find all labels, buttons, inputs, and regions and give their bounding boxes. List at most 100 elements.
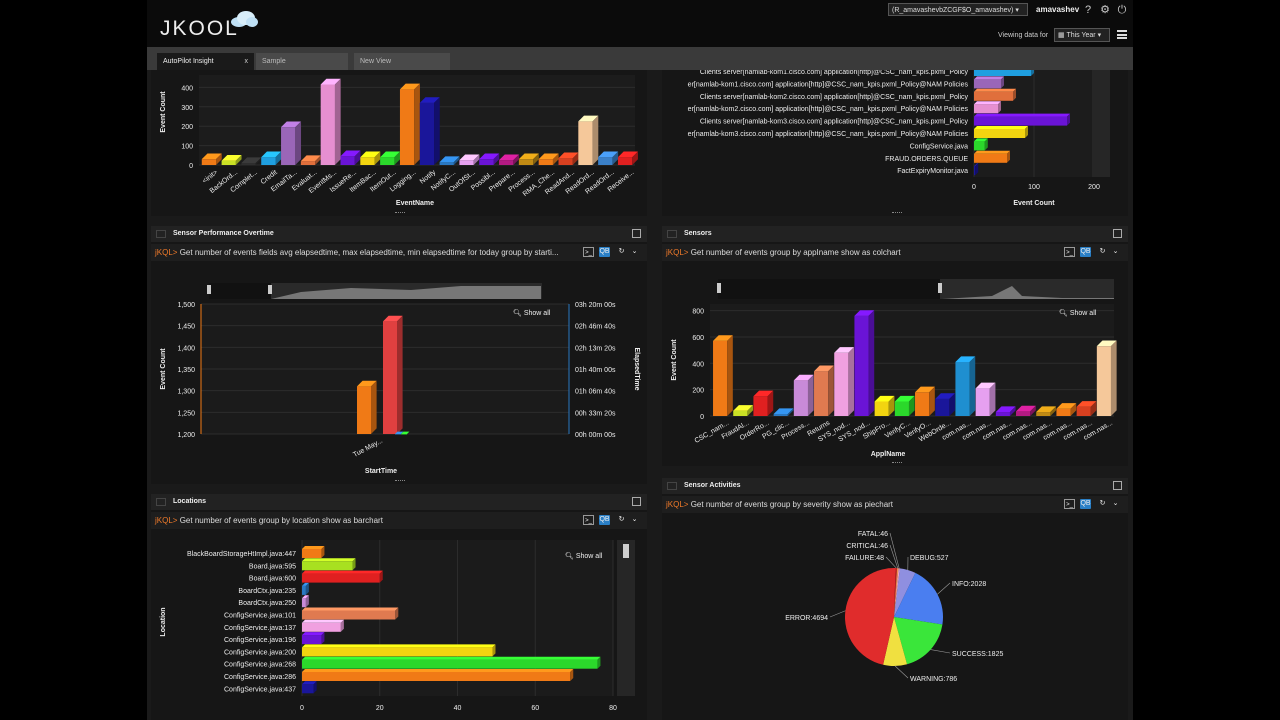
resize-handle[interactable] (892, 212, 902, 216)
panel-title: Sensor Performance Overtime (173, 230, 274, 237)
tab-autopilot-insight[interactable]: AutoPilot Insight x (157, 53, 254, 70)
chevron-down-icon[interactable]: ⌄ (1112, 248, 1119, 255)
bar (598, 151, 619, 165)
account-select[interactable]: (R_amavashevbZCGF$O_amavashev) ▾ (888, 3, 1028, 16)
bar (974, 163, 979, 176)
query-text[interactable]: jKQL> Get number of events group by loca… (155, 516, 383, 525)
resize-handle[interactable] (395, 480, 405, 484)
pie-slice (894, 568, 899, 617)
query-builder-icon[interactable]: QB (599, 247, 610, 257)
expand-icon[interactable] (632, 229, 641, 238)
bar (320, 78, 341, 165)
user-name[interactable]: amavashev (1036, 5, 1080, 14)
resize-handle[interactable] (892, 462, 902, 466)
terminal-icon[interactable]: >_ (1064, 247, 1075, 257)
show-all-button[interactable]: 🔍︎ Show all (565, 553, 603, 560)
show-all-button[interactable]: 🔍︎ Show all (513, 310, 551, 317)
locations-chart: 0 20 40 60 80 BlackBoardStorageHtImpl.java:44… (160, 540, 635, 712)
y-tick-label: er[namlab-kom2.cisco.com] application[ht… (688, 106, 969, 113)
bar (300, 155, 321, 165)
tab-sample[interactable]: Sample (256, 53, 348, 70)
period-select[interactable]: ▦ This Year ▾ (1054, 28, 1110, 42)
bar (419, 97, 440, 165)
pie-slice (894, 568, 898, 617)
y-tick-label: ConfigService.java:137 (224, 625, 296, 632)
y-tick-label: 1,350 (177, 367, 195, 374)
expand-icon[interactable] (1113, 229, 1122, 238)
tab-label: Sample (262, 58, 286, 65)
bar (302, 619, 344, 632)
navigator-handle (268, 285, 272, 294)
x-tick-label: 0 (300, 705, 304, 712)
query-builder-icon[interactable]: QB (1080, 247, 1091, 257)
bar (302, 681, 317, 694)
bar (302, 558, 356, 571)
leader-line (937, 582, 951, 595)
top-bar: JKOOL (R_amavashevbZCGF$O_amavashev) ▾ a… (147, 0, 1133, 47)
resize-handle[interactable] (395, 212, 405, 216)
x-axis-label: Event Count (1013, 200, 1055, 207)
bar (955, 356, 976, 416)
bar (459, 154, 480, 165)
slice-label: CRITICAL:46 (846, 543, 888, 550)
bar (935, 393, 956, 416)
bar (221, 155, 242, 165)
clients-chart: 0 100 200 Clients server[namlab-kom1.cisco.… (688, 70, 1110, 207)
expand-icon[interactable] (1113, 481, 1122, 490)
bar (518, 153, 539, 165)
minimize-button[interactable] (667, 482, 677, 490)
bar (793, 374, 814, 416)
power-icon[interactable]: ⏻ (1117, 4, 1127, 16)
x-tick-label: 80 (609, 705, 617, 712)
bar (302, 546, 325, 558)
leader-line (889, 544, 899, 569)
navigator-series (271, 286, 541, 299)
bar (1056, 403, 1077, 416)
bar (854, 310, 875, 416)
gear-icon[interactable]: ⚙ (1100, 4, 1110, 16)
app-logo[interactable]: JKOOL (160, 17, 239, 40)
close-tab-icon[interactable]: x (244, 58, 249, 65)
query-builder-icon[interactable]: QB (599, 515, 610, 525)
pie-slice (894, 568, 916, 617)
refresh-icon[interactable]: ↻ (618, 248, 625, 255)
minimize-button[interactable] (667, 230, 677, 238)
show-all-button[interactable]: 🔍︎ Show all (1059, 310, 1097, 317)
query-builder-icon[interactable]: QB (1080, 499, 1091, 509)
scrollbar-thumb (623, 544, 629, 558)
y2-tick-label: 02h 46m 40s (575, 324, 616, 331)
x-axis-label: EventName (396, 200, 434, 207)
y-tick-label: ConfigService.java:101 (224, 613, 296, 620)
help-icon[interactable]: ? (1084, 4, 1092, 16)
hamburger-menu-icon[interactable] (1117, 30, 1127, 39)
chevron-down-icon[interactable]: ⌄ (631, 248, 638, 255)
y-tick-label: Board.java:595 (249, 563, 296, 570)
x-tick-label: 40 (454, 705, 462, 712)
navigator-selection (718, 279, 940, 299)
refresh-icon[interactable]: ↻ (1099, 500, 1106, 507)
panel-header: Sensor Activities (662, 478, 1128, 494)
terminal-icon[interactable]: >_ (583, 515, 594, 525)
refresh-icon[interactable]: ↻ (618, 516, 625, 523)
query-text[interactable]: jKQL> Get number of events fields avg el… (155, 248, 559, 257)
leader-line (930, 649, 951, 654)
minimize-button[interactable] (156, 230, 166, 238)
expand-icon[interactable] (632, 497, 641, 506)
query-prefix: jKQL> (155, 248, 178, 257)
terminal-icon[interactable]: >_ (1064, 499, 1075, 509)
query-text[interactable]: jKQL> Get number of events group by seve… (666, 500, 893, 509)
chevron-down-icon[interactable]: ⌄ (631, 516, 638, 523)
minimize-button[interactable] (156, 498, 166, 506)
x-tick-label: 200 (1088, 184, 1100, 191)
terminal-icon[interactable]: >_ (583, 247, 594, 257)
query-text[interactable]: jKQL> Get number of events group by appI… (666, 248, 901, 257)
bar (974, 113, 1070, 126)
tab-new-view[interactable]: New View (354, 53, 450, 70)
bar (834, 347, 855, 416)
query-string: Get number of events group by severity s… (690, 500, 894, 509)
chevron-down-icon[interactable]: ⌄ (1112, 500, 1119, 507)
y2-tick-label: 03h 20m 00s (575, 302, 616, 309)
slice-label: SUCCESS:1825 (952, 651, 1003, 658)
refresh-icon[interactable]: ↻ (1099, 248, 1106, 255)
